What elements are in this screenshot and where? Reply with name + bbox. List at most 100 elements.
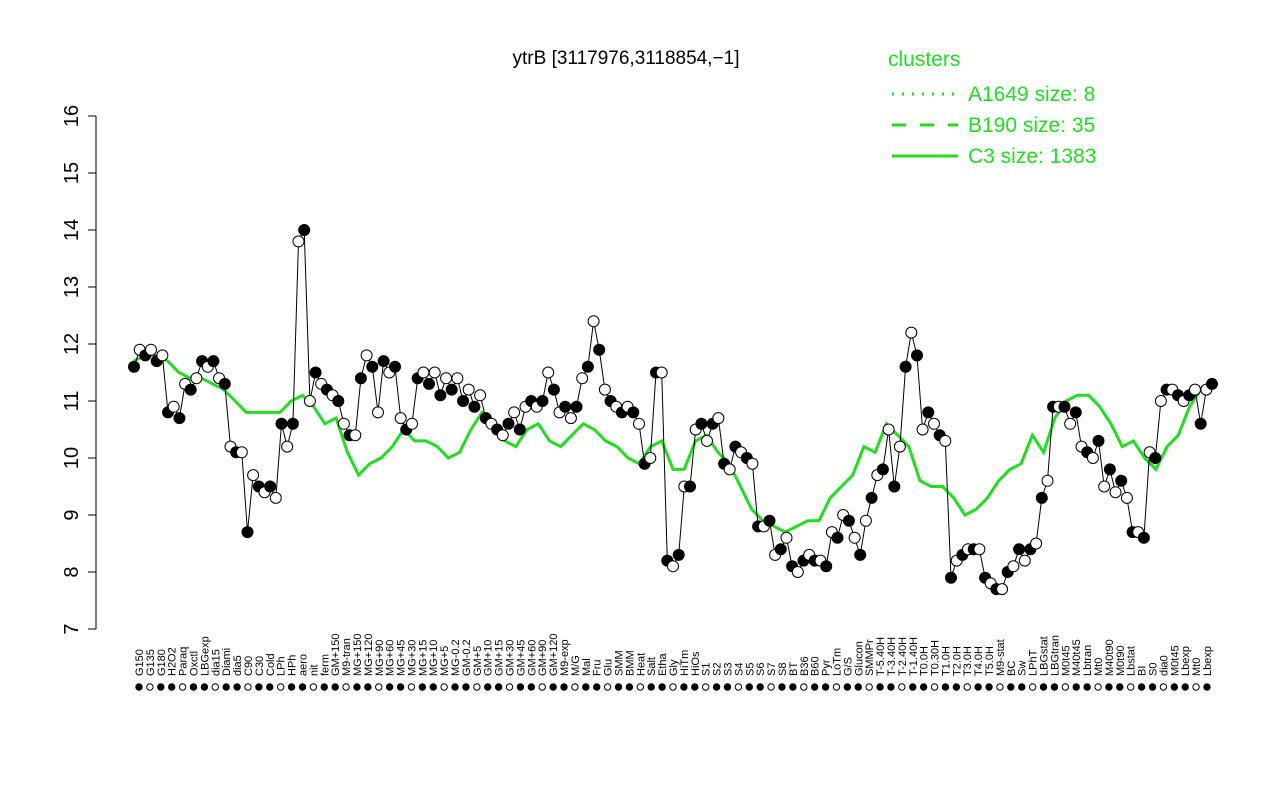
x-tick-label: LoTm <box>831 648 843 676</box>
x-tick-label: M9-tran <box>341 638 353 676</box>
data-point <box>474 389 487 402</box>
data-point <box>695 417 708 430</box>
x-tick-label: B36 <box>799 656 811 676</box>
data-point <box>366 360 379 373</box>
data-point <box>763 514 776 527</box>
y-tick-label: 15 <box>61 162 83 184</box>
x-tick-marker <box>1039 683 1048 691</box>
x-tick-label: HPh <box>287 655 299 676</box>
data-point <box>916 423 929 436</box>
x-tick-marker <box>266 683 274 691</box>
y-tick-label: 11 <box>61 391 83 412</box>
x-tick-marker <box>516 683 525 691</box>
x-tick-marker <box>560 683 568 691</box>
data-point <box>1013 543 1026 556</box>
data-point <box>996 583 1009 596</box>
data-point <box>581 360 594 373</box>
data-point <box>1058 400 1071 413</box>
data-point <box>128 360 140 373</box>
x-tick-label: T0.0H <box>919 646 931 676</box>
x-tick-label: T0.30H <box>930 640 942 676</box>
x-tick-marker <box>963 683 971 691</box>
data-point <box>241 526 254 539</box>
x-tick-label: G/S <box>842 657 854 676</box>
x-tick-label: G150 <box>134 649 146 676</box>
data-point <box>774 543 787 556</box>
data-point <box>791 566 804 578</box>
x-tick-marker <box>189 683 198 691</box>
data-point <box>701 434 713 447</box>
x-tick-marker <box>974 683 982 691</box>
x-tick-label: H2O2 <box>167 647 179 676</box>
data-point <box>1149 452 1162 464</box>
y-tick-label: 9 <box>61 509 83 520</box>
x-tick-label: Salt <box>646 657 658 676</box>
x-tick-marker <box>1105 683 1113 691</box>
x-tick-marker <box>745 683 753 691</box>
x-tick-marker <box>309 683 318 691</box>
x-tick-marker <box>418 683 427 691</box>
x-tick-label: T3.0H <box>962 646 974 676</box>
x-tick-marker <box>298 683 307 691</box>
data-point <box>389 360 401 373</box>
x-tick-marker <box>593 683 601 691</box>
x-tick-marker <box>658 683 666 691</box>
data-point <box>423 377 435 390</box>
data-point <box>911 349 923 362</box>
x-tick-label: GM-0.2 <box>461 639 473 676</box>
x-tick-label: LBGtran <box>1049 635 1061 676</box>
chart-title: ytrB [3117976,3118854,−1] <box>513 48 740 69</box>
x-tick-marker <box>691 683 699 691</box>
x-tick-label: S7 <box>766 663 778 676</box>
data-point <box>275 417 288 430</box>
x-tick-marker <box>276 683 285 691</box>
data-point <box>1154 395 1167 407</box>
data-point <box>434 389 447 402</box>
x-tick-label: M/G <box>570 655 582 676</box>
data-point <box>428 366 441 379</box>
series-points <box>128 224 1218 596</box>
x-tick-marker <box>625 683 634 691</box>
data-point <box>1109 486 1122 499</box>
x-tick-marker <box>505 683 514 691</box>
data-point <box>377 355 390 368</box>
x-tick-label: Mt0 <box>1191 658 1203 676</box>
x-tick-marker <box>865 683 873 691</box>
x-tick-marker <box>909 683 917 691</box>
x-tick-marker <box>985 683 993 691</box>
x-axis: G150G135G180H2O2ParaqOxctlLBGexpdia15Dia… <box>134 634 1214 691</box>
x-tick-marker <box>1007 683 1015 691</box>
data-point <box>235 446 248 459</box>
x-tick-label: S5 <box>744 663 756 676</box>
x-tick-marker <box>756 683 764 691</box>
data-point <box>207 355 220 368</box>
x-tick-marker <box>1083 683 1091 691</box>
data-point <box>1194 417 1207 430</box>
x-tick-marker <box>789 683 797 691</box>
x-tick-marker <box>734 683 743 691</box>
data-point <box>644 452 657 464</box>
x-tick-label: Lbtran <box>1082 645 1094 676</box>
x-tick-marker <box>854 683 862 691</box>
data-point <box>559 400 572 413</box>
x-tick-marker <box>930 683 939 691</box>
data-point <box>360 349 373 362</box>
x-tick-marker <box>135 683 143 691</box>
x-tick-marker <box>255 683 263 691</box>
x-tick-label: Glu <box>603 659 615 676</box>
x-tick-label: BMM <box>624 650 636 676</box>
x-tick-label: M0t45 <box>1060 645 1072 676</box>
data-point <box>876 463 889 476</box>
x-tick-label: Etha <box>657 652 669 676</box>
x-tick-marker <box>898 683 906 691</box>
data-point <box>922 406 935 419</box>
legend-title: clusters <box>888 48 960 71</box>
x-tick-label: Mt0 <box>1093 658 1105 676</box>
x-tick-marker <box>603 683 612 691</box>
data-point <box>156 349 169 362</box>
x-tick-marker <box>146 683 154 691</box>
x-tick-label: MG+15 <box>417 640 429 676</box>
x-tick-label: G180 <box>156 649 168 676</box>
y-tick-label: 7 <box>61 623 83 634</box>
x-tick-label: Heat <box>635 653 647 676</box>
